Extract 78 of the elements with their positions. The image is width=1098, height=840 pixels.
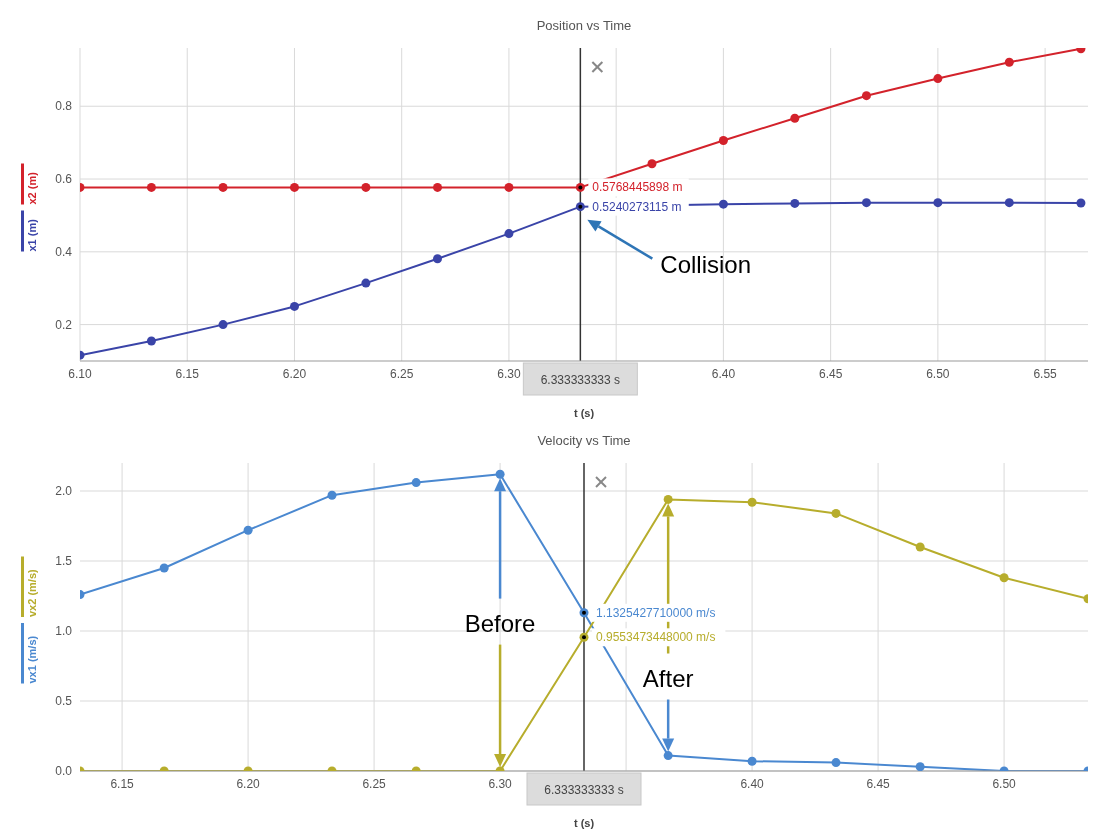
annotation: After <box>642 664 694 692</box>
point <box>915 542 925 552</box>
point <box>327 490 337 500</box>
x-tick-label: 6.15 <box>110 776 135 791</box>
y-tick-label: 1.5 <box>55 554 73 569</box>
annotation: 1.1325427710000 m/s <box>596 605 716 620</box>
point <box>159 563 169 573</box>
point <box>933 74 943 84</box>
y-tick-label: 0.4 <box>55 245 73 260</box>
x-tick-label: 6.50 <box>926 366 950 381</box>
x-tick-label: 6.20 <box>236 776 261 791</box>
point <box>218 182 228 192</box>
x-tick-label: 6.25 <box>362 776 387 791</box>
annotation: 0.9553473448000 m/s <box>596 630 716 645</box>
annotation: 0.5768445898 m <box>592 180 683 195</box>
point <box>747 497 757 507</box>
point <box>999 573 1009 583</box>
y-tick-label: 0.5 <box>55 694 73 709</box>
x-tick-label: 6.30 <box>488 776 513 791</box>
point <box>718 199 728 209</box>
point <box>831 508 841 518</box>
y-tick-label: 1.0 <box>55 624 73 639</box>
y-tick-label: 0.2 <box>55 317 73 332</box>
ref-line-label: 6.333333333 s <box>540 373 621 387</box>
x-tick-label: 6.40 <box>711 366 736 381</box>
point <box>146 182 156 192</box>
point <box>433 182 443 192</box>
x-tick-label: 6.15 <box>175 366 200 381</box>
chart-title: Velocity vs Time <box>537 433 631 448</box>
x-tick-label: 6.45 <box>818 366 843 381</box>
x-tick-label: 6.20 <box>282 366 307 381</box>
x-tick-label: 6.45 <box>866 776 891 791</box>
x-tick-label: 6.55 <box>1033 366 1058 381</box>
y-tick-label: 2.0 <box>55 484 73 499</box>
text: x2 (m) <box>26 171 38 205</box>
point <box>1076 198 1086 208</box>
annotation: 0.5240273115 m <box>592 199 682 214</box>
x-tick-label: 6.10 <box>68 366 92 381</box>
point <box>663 494 673 504</box>
text: vx2 (m/s) <box>26 568 38 617</box>
point <box>747 756 757 766</box>
point <box>504 229 514 239</box>
point <box>718 135 728 145</box>
point <box>647 159 657 169</box>
point <box>243 525 253 535</box>
point <box>790 113 800 123</box>
point <box>504 182 514 192</box>
text: vx1 (m/s) <box>26 635 38 684</box>
point <box>790 198 800 208</box>
point <box>933 198 943 208</box>
x-tick-label: 6.25 <box>390 366 414 381</box>
annotation: Before <box>464 609 536 637</box>
x-tick-label: 6.30 <box>497 366 521 381</box>
point <box>1004 57 1014 67</box>
point <box>361 182 371 192</box>
annotation: Collision <box>660 250 752 278</box>
text: x1 (m) <box>26 218 38 252</box>
x-axis-title: t (s) <box>573 407 595 419</box>
ref-line-label: 6.333333333 s <box>544 783 624 797</box>
x-tick-label: 6.40 <box>740 776 765 791</box>
point <box>289 301 299 311</box>
y-tick-label: 0.0 <box>55 764 73 779</box>
point <box>146 336 156 346</box>
point <box>1004 198 1014 208</box>
y-tick-label: 0.6 <box>55 172 73 187</box>
point <box>361 278 371 288</box>
point <box>433 254 443 264</box>
x-axis-title: t (s) <box>573 817 595 829</box>
point <box>218 320 228 330</box>
point <box>495 469 505 479</box>
point <box>411 478 421 488</box>
x-tick-label: 6.50 <box>992 776 1017 791</box>
chart-title: Position vs Time <box>536 18 632 33</box>
point <box>289 182 299 192</box>
point <box>861 91 871 101</box>
point <box>915 762 925 771</box>
point <box>861 198 871 208</box>
y-tick-label: 0.8 <box>55 99 73 114</box>
